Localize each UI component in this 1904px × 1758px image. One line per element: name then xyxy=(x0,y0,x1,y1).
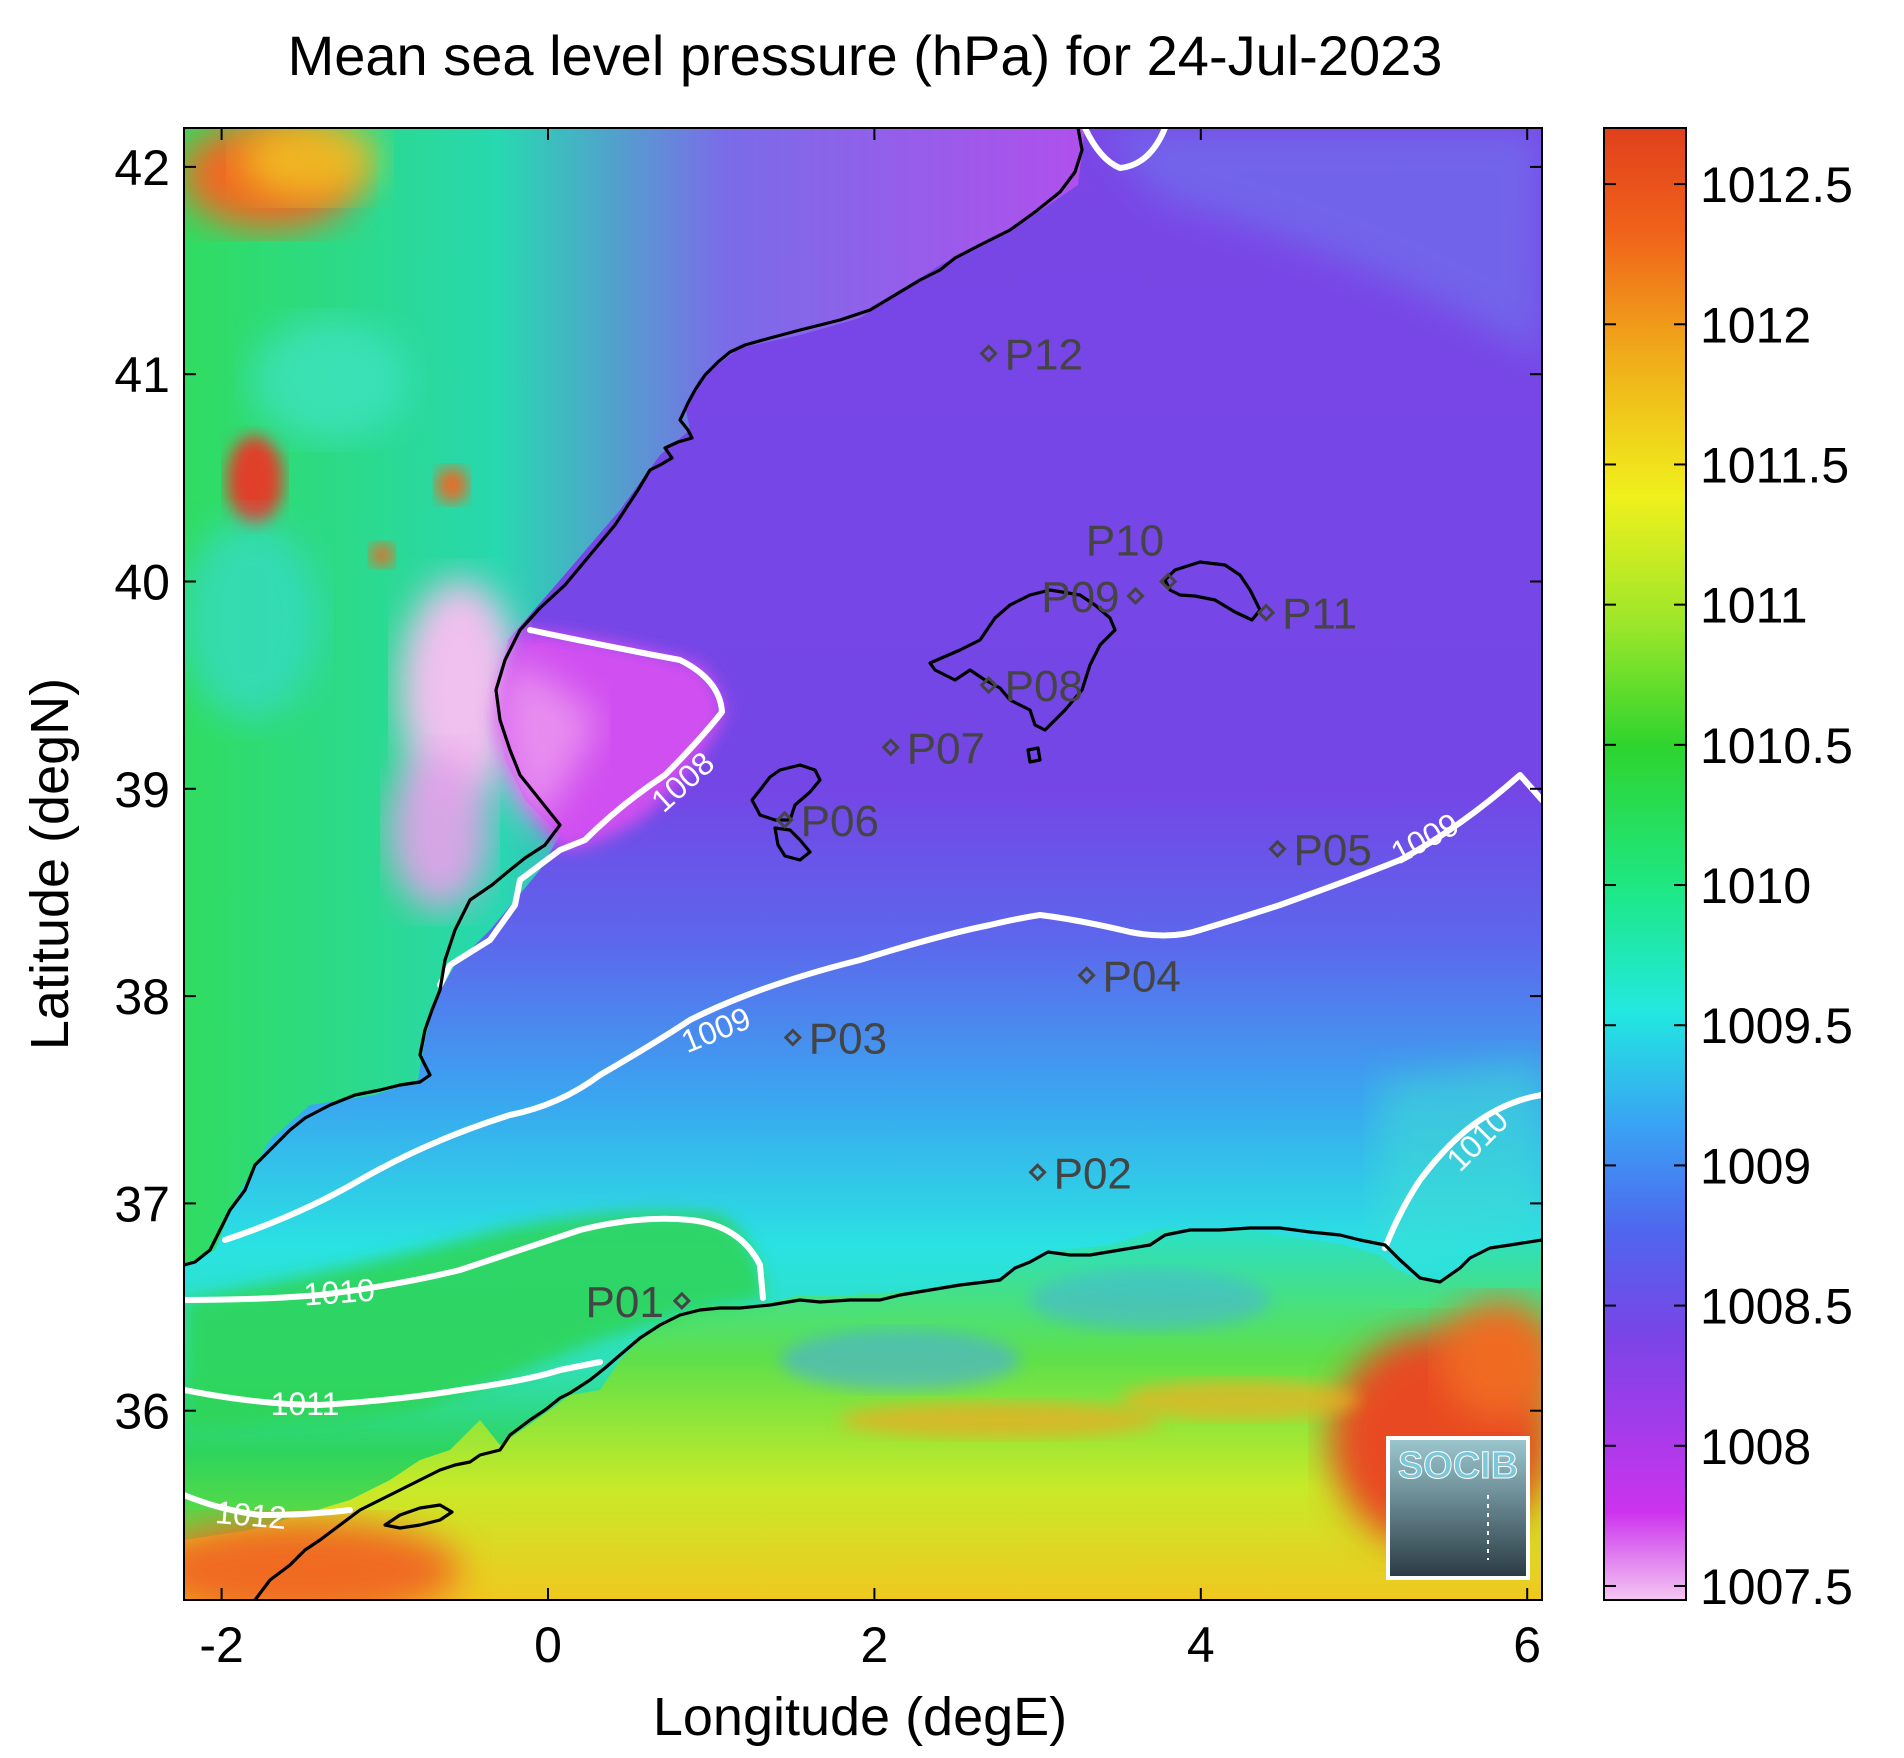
y-axis: 36 37 38 39 40 41 42 xyxy=(114,140,1542,1440)
station-diamond-icon xyxy=(1159,572,1178,591)
contour-label: 1011 xyxy=(271,1386,340,1422)
colorbar-tick-label: 1010.5 xyxy=(1700,718,1853,774)
station-label: P06 xyxy=(801,797,879,846)
station-diamond-icon xyxy=(1126,586,1145,606)
station-label: P02 xyxy=(1054,1149,1132,1198)
station-diamond-icon xyxy=(775,810,794,830)
colorbar: 1007.5 1008 1008.5 1009 1009.5 1010 1010.5 1011… xyxy=(1603,127,1853,1615)
isobars xyxy=(184,128,1542,1518)
x-tick-label: -2 xyxy=(199,1617,243,1673)
colorbar-tick-label: 1011 xyxy=(1700,578,1808,634)
station-diamond-icon xyxy=(1268,839,1287,859)
station-diamond-icon xyxy=(672,1291,691,1310)
station-label: P04 xyxy=(1103,952,1181,1001)
y-tick-label: 40 xyxy=(114,555,170,611)
y-tick-label: 42 xyxy=(114,140,170,196)
colorbar-tick-label: 1009.5 xyxy=(1700,998,1853,1054)
y-tick-label: 36 xyxy=(114,1384,170,1440)
colorbar-tick-label: 1008 xyxy=(1700,1419,1811,1475)
x-axis: -2 0 2 4 6 xyxy=(199,128,1541,1673)
x-tick-label: 4 xyxy=(1187,1617,1215,1673)
station-label: P08 xyxy=(1005,662,1083,711)
coastline xyxy=(184,128,1542,1600)
colorbar-tick-label: 1011.5 xyxy=(1700,437,1849,493)
station-diamond-icon xyxy=(881,738,900,757)
station-p01: P01 xyxy=(586,1278,691,1327)
station-diamond-icon xyxy=(1077,966,1096,985)
y-axis-label: Latitude (degN) xyxy=(20,678,80,1050)
colorbar-gradient xyxy=(1603,127,1687,1601)
logo-text: SOCIB xyxy=(1398,1445,1518,1487)
contour-label: 1010 xyxy=(302,1272,376,1313)
colorbar-tick-label: 1009 xyxy=(1700,1138,1811,1194)
station-p10: P10 xyxy=(1086,517,1178,591)
station-label: P11 xyxy=(1282,590,1357,639)
station-p07: P07 xyxy=(881,724,985,773)
y-tick-label: 39 xyxy=(114,762,170,818)
station-p02: P02 xyxy=(1028,1149,1132,1198)
station-markers: P01 P02 P03 P04 P05 P06 P07 P08 P09 P10 P11 P12 xyxy=(586,330,1372,1326)
station-p09: P09 xyxy=(1041,573,1145,622)
contour-label: 1012 xyxy=(214,1494,288,1536)
station-label: P10 xyxy=(1086,517,1164,566)
station-label: P07 xyxy=(907,724,985,773)
station-label: P01 xyxy=(586,1278,664,1327)
colorbar-tick-label: 1008.5 xyxy=(1700,1279,1853,1335)
station-p08: P08 xyxy=(979,662,1083,711)
y-tick-label: 38 xyxy=(114,969,170,1025)
station-diamond-icon xyxy=(1028,1163,1047,1182)
station-diamond-icon xyxy=(783,1028,802,1047)
colorbar-tick-label: 1012 xyxy=(1700,297,1811,353)
station-label: P05 xyxy=(1294,826,1372,875)
y-tick-label: 37 xyxy=(114,1176,170,1232)
colorbar-tick-label: 1010 xyxy=(1700,858,1811,914)
station-p11: P11 xyxy=(1256,590,1357,639)
y-tick-label: 41 xyxy=(114,347,170,403)
colorbar-tick-label: 1012.5 xyxy=(1700,157,1853,213)
station-p12: P12 xyxy=(979,330,1083,379)
station-p06: P06 xyxy=(775,797,879,846)
x-axis-label: Longitude (degE) xyxy=(653,1687,1067,1747)
pressure-field: 1008 1009 1009 1010 1010 1011 1012 xyxy=(184,128,1542,1600)
station-label: P03 xyxy=(809,1015,887,1064)
station-p03: P03 xyxy=(783,1015,887,1064)
colorbar-tick-label: 1007.5 xyxy=(1700,1559,1853,1615)
station-diamond-icon xyxy=(1256,603,1276,622)
station-label: P09 xyxy=(1041,573,1119,622)
x-tick-label: 6 xyxy=(1513,1617,1541,1673)
colorbar-ticks: 1007.5 1008 1008.5 1009 1009.5 1010 1010.5 1011… xyxy=(1604,157,1853,1615)
station-diamond-icon xyxy=(979,676,998,695)
x-tick-label: 0 xyxy=(534,1617,562,1673)
x-tick-label: 2 xyxy=(860,1617,888,1673)
station-diamond-icon xyxy=(979,344,998,363)
socib-logo: SOCIB xyxy=(1386,1436,1530,1580)
station-p04: P04 xyxy=(1077,952,1181,1001)
station-p05: P05 xyxy=(1268,826,1372,875)
station-label: P12 xyxy=(1005,330,1083,379)
plot-frame xyxy=(183,127,1543,1601)
chart-title: Mean sea level pressure (hPa) for 24-Jul… xyxy=(288,24,1443,87)
